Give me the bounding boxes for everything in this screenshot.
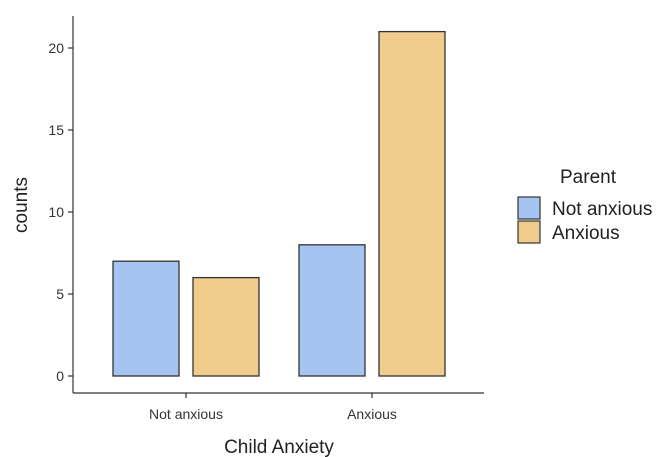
y-tick-label: 15 (48, 122, 64, 138)
legend-title: Parent (560, 167, 617, 188)
x-tick-label: Not anxious (149, 406, 223, 422)
y-tick-label: 0 (56, 368, 64, 384)
legend: Parent Not anxious Anxious (517, 167, 652, 244)
x-tick-label: Anxious (347, 406, 397, 422)
y-tick-label: 5 (56, 286, 64, 302)
bar-anxious-anxious (378, 30, 446, 377)
y-axis-title: counts (11, 177, 32, 233)
y-tick-label: 10 (48, 204, 64, 220)
legend-swatch-anxious (517, 220, 541, 244)
bar-not-anxious-not-anxious (112, 260, 180, 377)
bar-anxious-not-anxious (298, 244, 366, 377)
y-tick-label: 20 (48, 40, 64, 56)
bars-group (112, 30, 446, 377)
legend-label: Anxious (552, 223, 620, 244)
legend-label: Not anxious (552, 199, 652, 220)
bar-not-anxious-anxious (192, 276, 260, 377)
legend-swatch-not-anxious (517, 196, 541, 220)
y-axis: 0 5 10 15 20 (48, 16, 74, 393)
x-axis-title: Child Anxiety (224, 437, 334, 457)
x-axis: Not anxious Anxious (73, 392, 484, 422)
